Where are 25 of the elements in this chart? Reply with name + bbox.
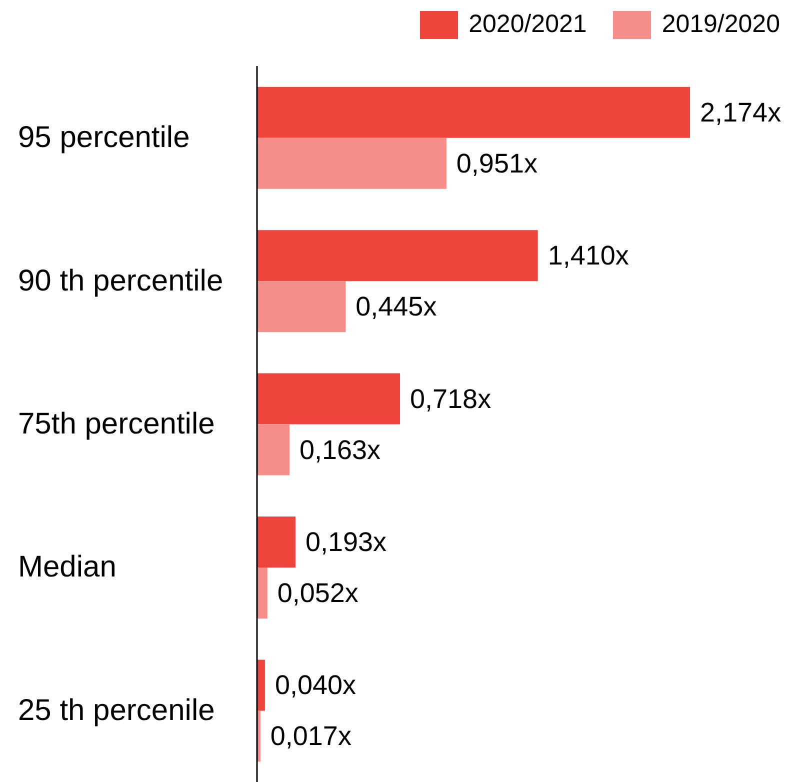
bar (257, 424, 290, 476)
bar (257, 516, 296, 568)
bar (257, 568, 268, 619)
bar (257, 281, 346, 332)
data-label: 0,193x (305, 527, 388, 558)
bar (257, 86, 690, 138)
data-label: 0,163x (299, 434, 382, 465)
legend-label: 2019/2020 (662, 10, 780, 39)
data-label: 0,445x (356, 292, 438, 322)
data-label: 2,174x (700, 97, 782, 128)
data-label: 0,017x (270, 721, 352, 752)
data-label: 0,052x (277, 578, 359, 608)
legend-label: 2020/2021 (468, 10, 587, 39)
y-tick-label: 25 th percenile (18, 694, 215, 727)
y-tick-label: 90 th percentile (18, 264, 224, 298)
bar (257, 373, 400, 424)
y-tick-label: Median (18, 550, 116, 584)
data-label: 1,410x (548, 240, 630, 271)
bar (257, 230, 538, 282)
data-label: 0,040x (274, 670, 357, 700)
y-tick-label: 75th percentile (18, 408, 215, 440)
data-label: 0,718x (410, 384, 492, 414)
y-tick-label: 95 percentile (18, 121, 190, 154)
data-label: 0,951x (456, 148, 538, 178)
bar (257, 138, 446, 189)
